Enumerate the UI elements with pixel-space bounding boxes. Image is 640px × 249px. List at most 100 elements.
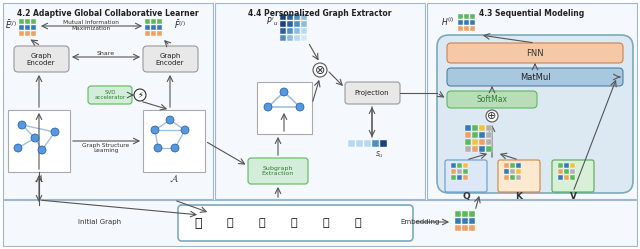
Bar: [280, 14, 286, 20]
Bar: [510, 163, 515, 168]
Text: 🧑: 🧑: [195, 216, 202, 230]
Bar: [25, 31, 30, 36]
Bar: [570, 169, 575, 174]
FancyBboxPatch shape: [447, 91, 537, 108]
Bar: [19, 25, 24, 30]
Bar: [479, 139, 485, 145]
Bar: [380, 140, 387, 147]
Text: ⚡: ⚡: [137, 90, 143, 100]
Text: $\bar{F}^{(l)}$: $\bar{F}^{(l)}$: [174, 19, 186, 31]
Text: V: V: [570, 191, 577, 200]
Circle shape: [154, 144, 162, 152]
Circle shape: [51, 128, 59, 136]
Bar: [301, 21, 307, 27]
Bar: [468, 211, 475, 217]
FancyBboxPatch shape: [552, 160, 594, 192]
Text: Projection: Projection: [355, 90, 389, 96]
Text: $P'_u$: $P'_u$: [266, 16, 278, 28]
Bar: [479, 132, 485, 138]
Bar: [19, 19, 24, 24]
Bar: [157, 25, 161, 30]
Bar: [451, 175, 456, 180]
Bar: [510, 169, 515, 174]
Text: Initial Graph: Initial Graph: [79, 219, 122, 225]
Text: Graph
Encoder: Graph Encoder: [156, 53, 184, 65]
Text: FNN: FNN: [526, 49, 544, 58]
Bar: [468, 225, 475, 231]
Text: Share: Share: [97, 51, 115, 56]
Bar: [479, 146, 485, 152]
Text: SoftMax: SoftMax: [477, 95, 508, 104]
Circle shape: [296, 103, 304, 111]
FancyBboxPatch shape: [498, 160, 540, 192]
Bar: [151, 19, 156, 24]
Bar: [516, 163, 520, 168]
Bar: [516, 175, 520, 180]
Bar: [364, 140, 371, 147]
Bar: [558, 163, 563, 168]
FancyBboxPatch shape: [178, 205, 413, 241]
Circle shape: [166, 116, 174, 124]
Bar: [463, 175, 468, 180]
Bar: [470, 26, 475, 31]
Bar: [294, 28, 300, 34]
Bar: [458, 20, 463, 25]
Bar: [486, 139, 492, 145]
Text: $s_u$: $s_u$: [376, 150, 385, 160]
Text: 4.2 Adaptive Global Collaborative Learner: 4.2 Adaptive Global Collaborative Learne…: [17, 9, 199, 18]
Bar: [510, 175, 515, 180]
Bar: [468, 218, 475, 224]
Bar: [457, 163, 462, 168]
FancyBboxPatch shape: [248, 158, 308, 184]
Text: Maximization: Maximization: [72, 25, 111, 30]
Bar: [465, 132, 471, 138]
FancyBboxPatch shape: [345, 82, 400, 104]
Bar: [427, 3, 637, 199]
Bar: [301, 28, 307, 34]
Circle shape: [31, 134, 39, 142]
FancyBboxPatch shape: [447, 43, 623, 63]
Bar: [504, 163, 509, 168]
Bar: [294, 14, 300, 20]
Bar: [301, 14, 307, 20]
Bar: [462, 218, 468, 224]
Text: 🖥: 🖥: [259, 218, 266, 228]
Circle shape: [486, 110, 498, 122]
Bar: [464, 20, 468, 25]
Bar: [465, 146, 471, 152]
Text: Q: Q: [462, 191, 470, 200]
Bar: [455, 211, 461, 217]
Bar: [31, 19, 36, 24]
Bar: [294, 21, 300, 27]
Text: SVD
accelerator: SVD accelerator: [94, 90, 125, 100]
Circle shape: [14, 144, 22, 152]
Text: Mutual Information: Mutual Information: [63, 19, 119, 24]
Circle shape: [264, 103, 272, 111]
Bar: [462, 225, 468, 231]
Bar: [348, 140, 355, 147]
Bar: [564, 163, 569, 168]
Bar: [8, 110, 70, 172]
Bar: [257, 82, 312, 134]
Bar: [301, 35, 307, 41]
FancyBboxPatch shape: [437, 35, 633, 193]
Circle shape: [151, 126, 159, 134]
Bar: [457, 169, 462, 174]
Bar: [25, 25, 30, 30]
Bar: [464, 26, 468, 31]
Bar: [464, 14, 468, 19]
Circle shape: [181, 126, 189, 134]
Circle shape: [313, 63, 327, 77]
Text: ⊕: ⊕: [487, 111, 497, 121]
Bar: [564, 175, 569, 180]
Bar: [462, 211, 468, 217]
Bar: [564, 169, 569, 174]
Bar: [451, 169, 456, 174]
Bar: [294, 35, 300, 41]
FancyBboxPatch shape: [447, 68, 623, 86]
Bar: [486, 125, 492, 131]
Bar: [280, 28, 286, 34]
Bar: [463, 169, 468, 174]
Text: MatMul: MatMul: [520, 72, 550, 81]
Bar: [455, 218, 461, 224]
